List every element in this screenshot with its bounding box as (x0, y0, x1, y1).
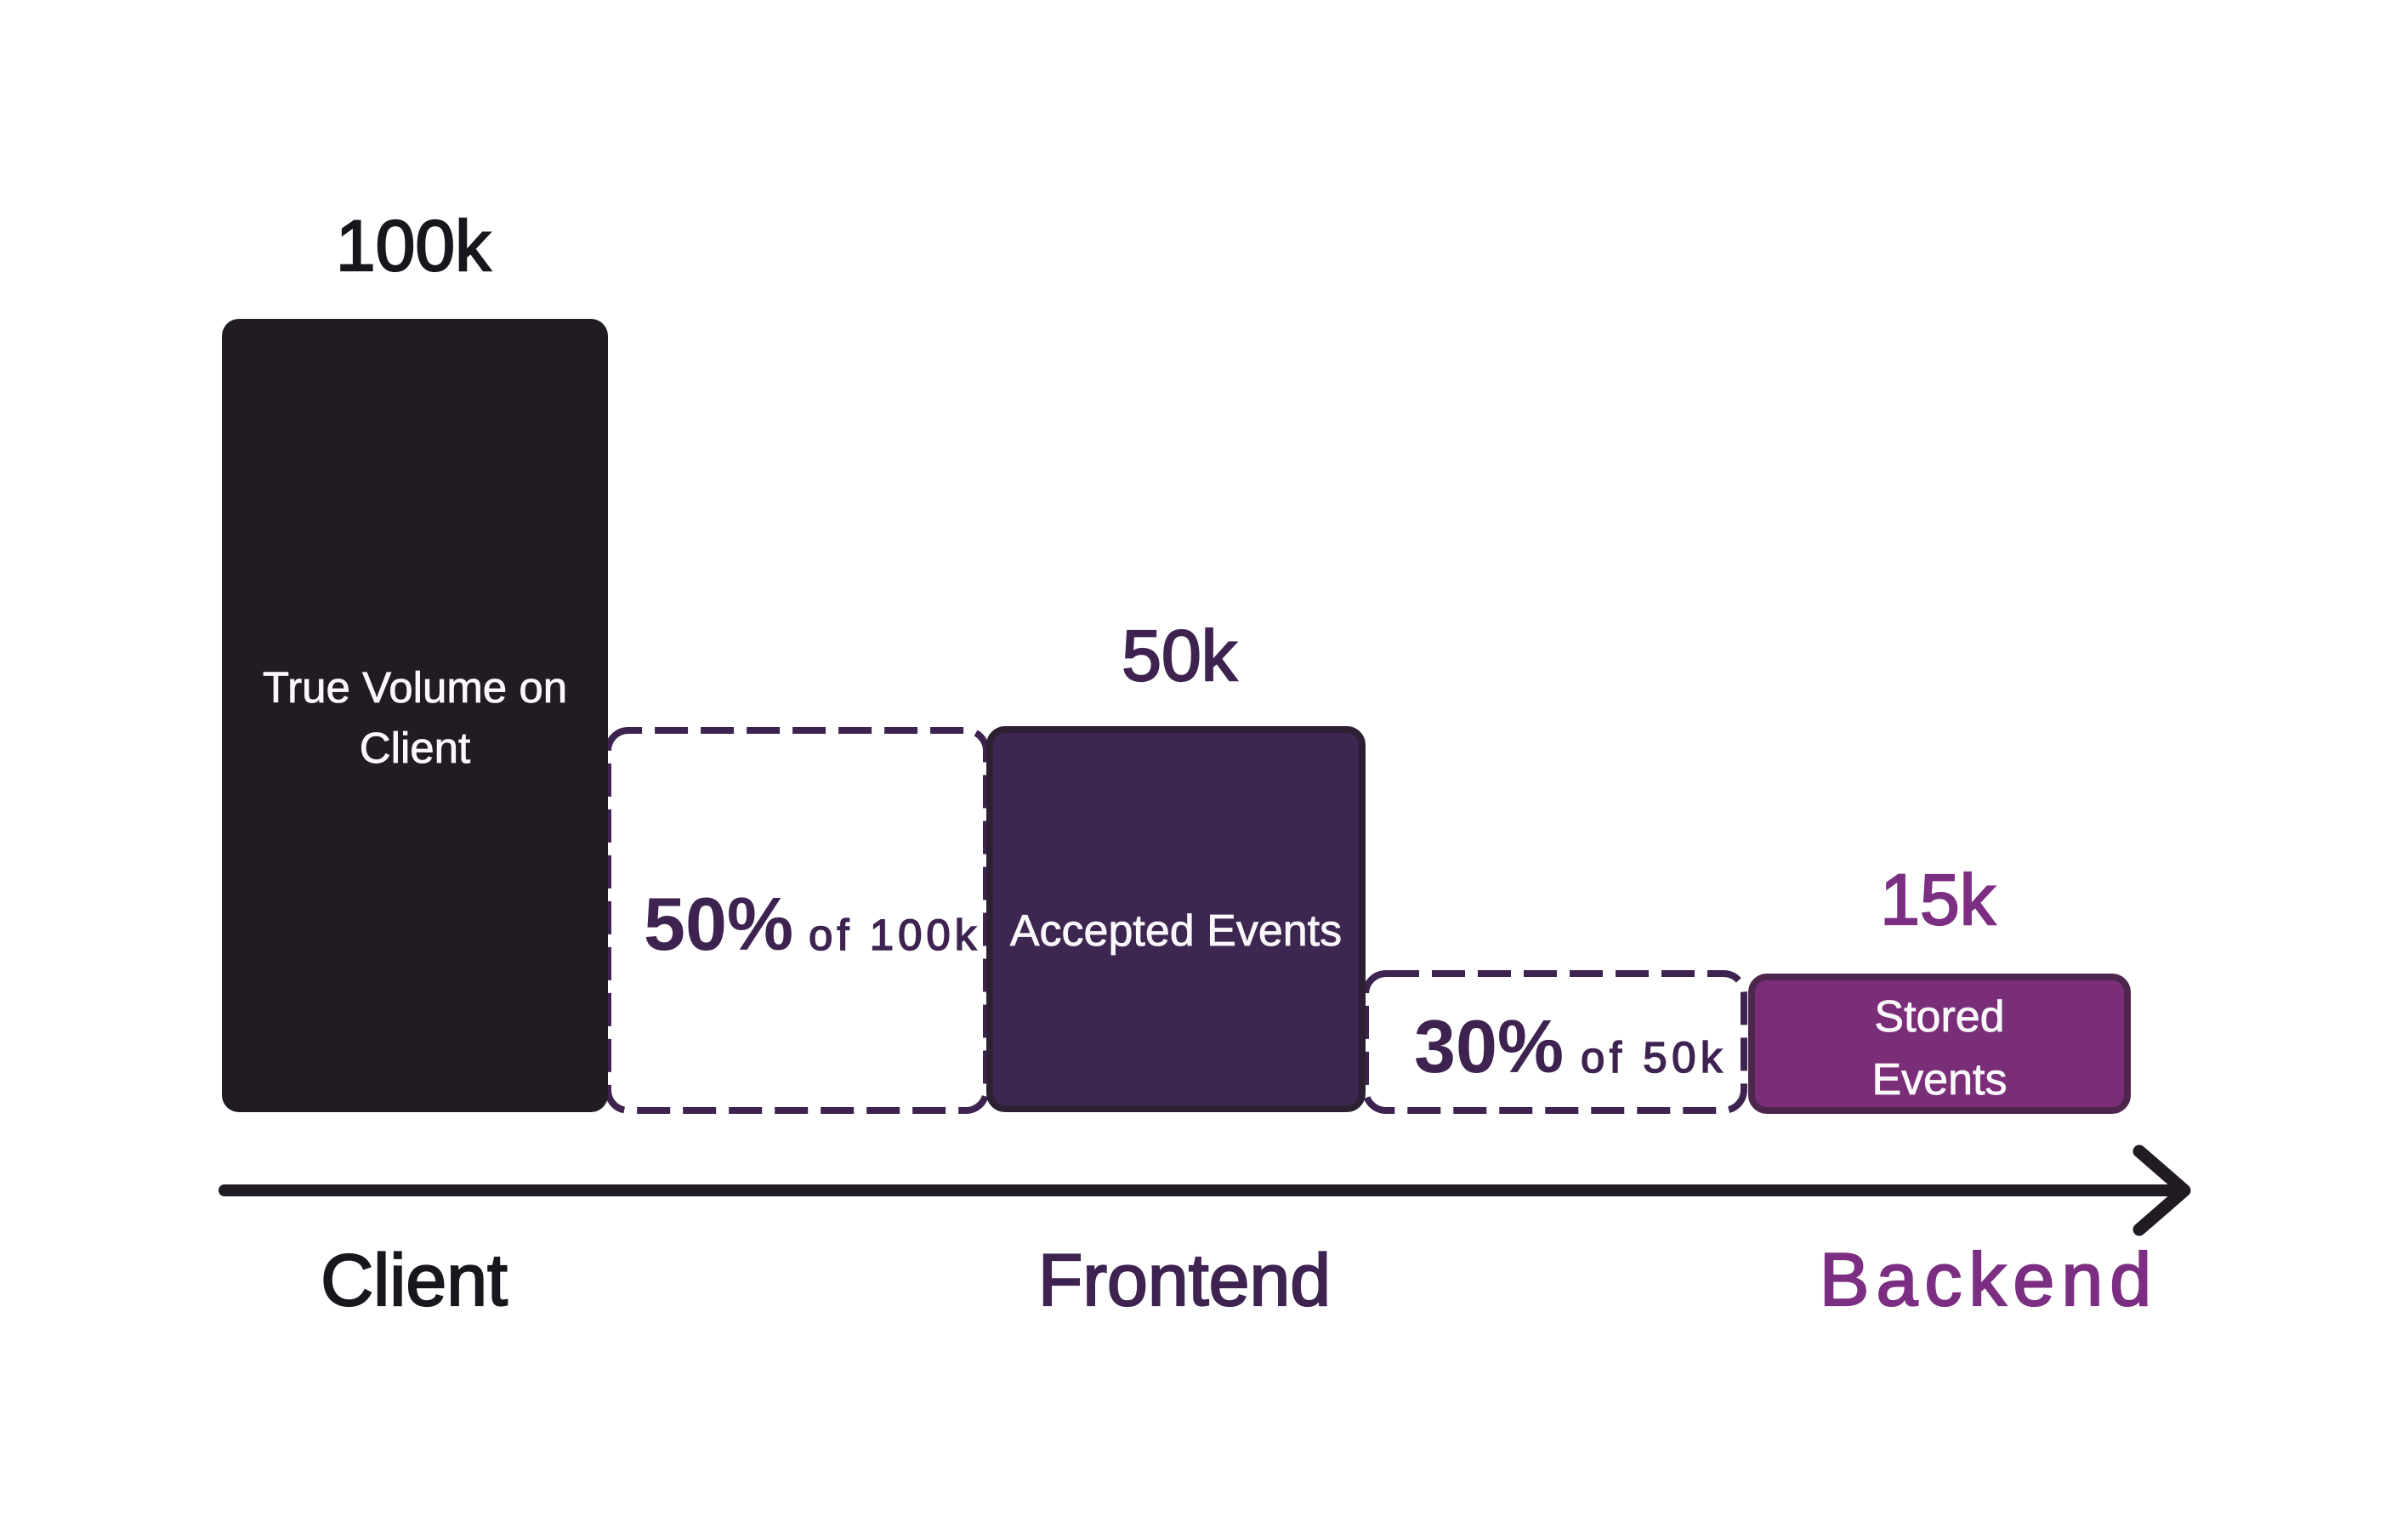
svg-text:30%of 50k: 30% of 50k (1414, 1004, 1727, 1088)
svg-text:Frontend: Frontend (1038, 1240, 1331, 1321)
svg-text:True Volume on: True Volume on (263, 663, 567, 712)
svg-text:Accepted Events: Accepted Events (1010, 906, 1342, 956)
svg-text:Stored: Stored (1874, 992, 2004, 1042)
svg-text:100k: 100k (336, 206, 491, 286)
svg-text:50k: 50k (1122, 616, 1237, 696)
svg-text:Backend: Backend (1820, 1237, 2158, 1321)
svg-text:Events: Events (1872, 1055, 2008, 1105)
svg-text:50%of 100k: 50% of 100k (644, 882, 980, 966)
svg-text:Client: Client (321, 1240, 508, 1321)
svg-text:15k: 15k (1880, 860, 1996, 940)
svg-text:Client: Client (360, 724, 470, 772)
